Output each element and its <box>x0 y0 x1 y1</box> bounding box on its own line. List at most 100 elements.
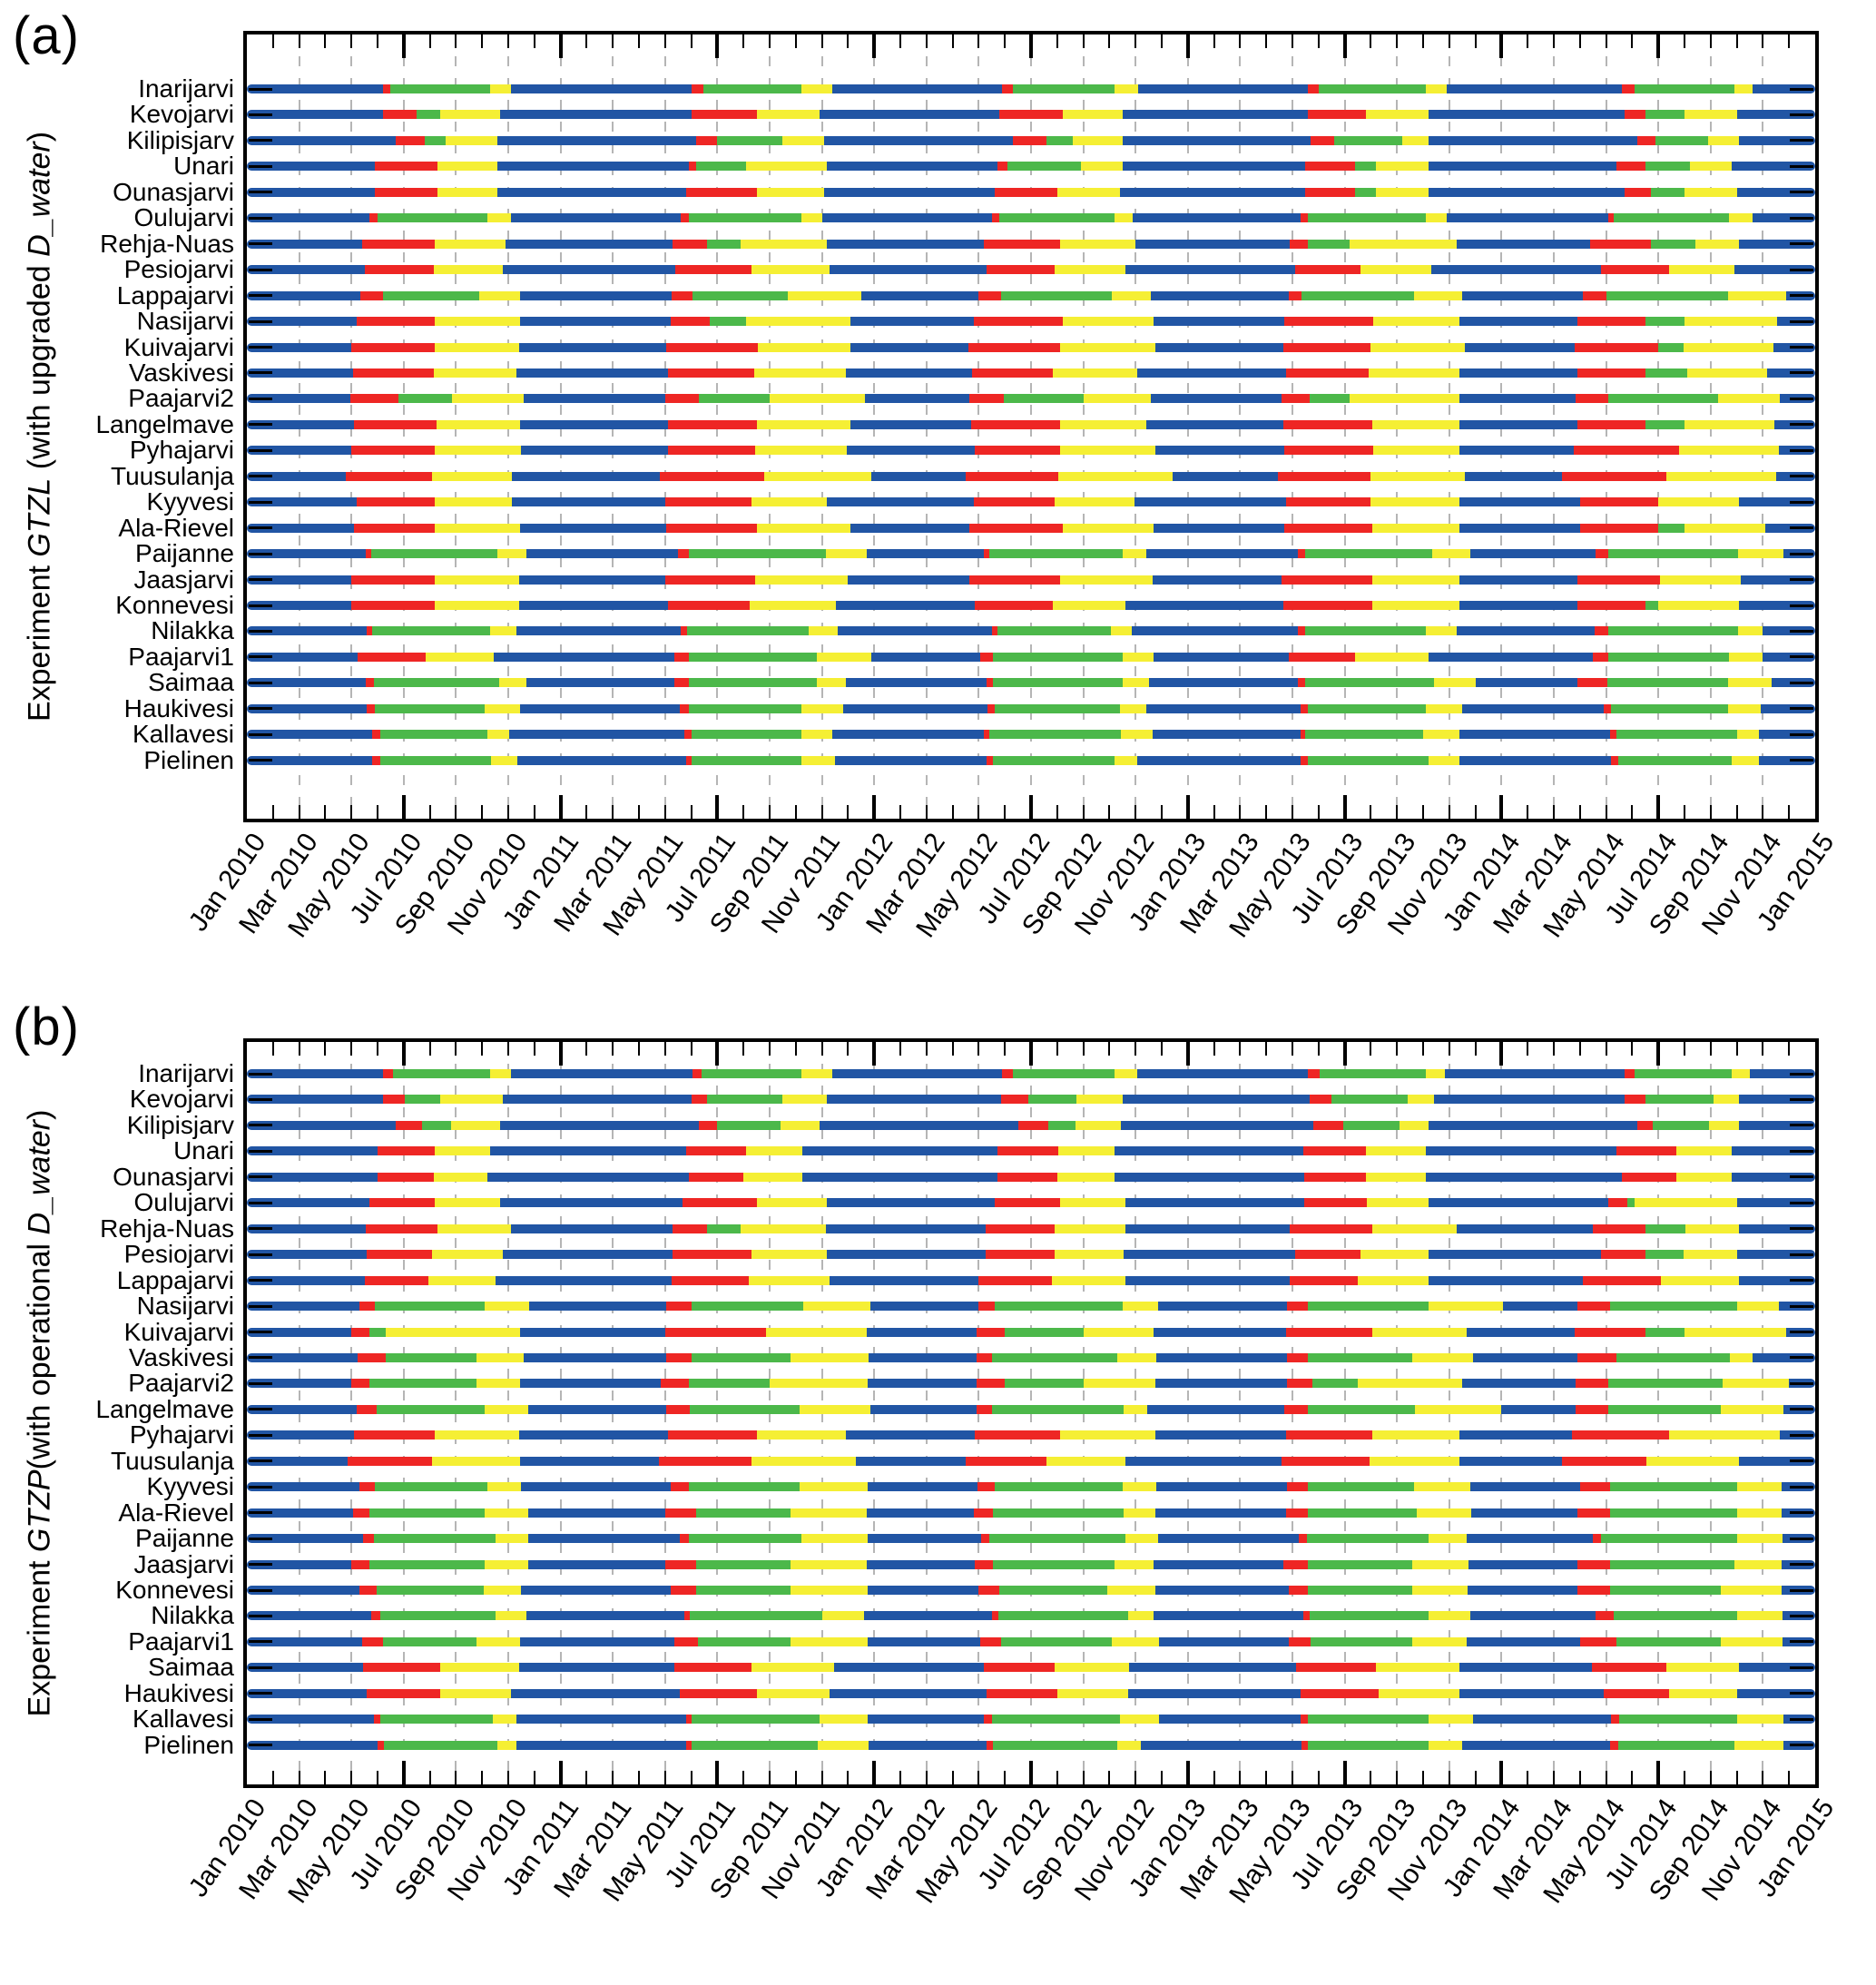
lake-row-label: Unari <box>173 1136 234 1165</box>
bottom-tick-month-13 <box>585 1771 588 1784</box>
segment-r <box>1309 1095 1332 1105</box>
segment-g <box>398 394 453 404</box>
segment-y <box>1731 1069 1750 1078</box>
bottom-tick-month-54 <box>1656 1761 1661 1784</box>
segment-r <box>679 1688 757 1698</box>
segment-r <box>1282 394 1310 404</box>
bottom-tick-month-47 <box>1474 1771 1477 1784</box>
segment-r <box>351 446 436 456</box>
segment-g <box>1028 1095 1077 1105</box>
panel-a-label: (a) <box>13 6 80 65</box>
segment-r <box>984 730 989 740</box>
segment-y <box>1083 1379 1155 1389</box>
bottom-tick-month-38 <box>1239 1771 1242 1784</box>
bottom-tick-month-3 <box>324 1771 327 1784</box>
segment-g <box>384 1740 498 1750</box>
segment-y <box>1379 1688 1460 1698</box>
segment-y <box>1659 575 1741 585</box>
segment-r <box>1600 1250 1645 1260</box>
segment-g <box>1607 678 1728 688</box>
segment-y <box>1718 394 1781 404</box>
segment-y <box>1676 1172 1732 1182</box>
top-tick-month-26 <box>925 1042 928 1056</box>
segment-g <box>706 1223 742 1233</box>
segment-y <box>756 523 851 533</box>
segment-g <box>691 1352 791 1362</box>
bottom-tick-month-28 <box>977 805 980 819</box>
segment-y <box>782 1095 828 1105</box>
segment-r <box>1294 265 1360 275</box>
segment-r <box>1624 1069 1635 1078</box>
segment-r <box>1297 678 1306 688</box>
segment-r <box>359 1302 376 1312</box>
segment-y <box>1121 730 1153 740</box>
segment-y <box>1646 1456 1740 1466</box>
segment-r <box>975 446 1060 456</box>
segment-g <box>1318 84 1426 93</box>
bottom-tick-month-16 <box>663 805 666 819</box>
lake-row-label: Nasijarvi <box>136 307 234 336</box>
top-tick-month-35 <box>1161 34 1163 48</box>
segment-r <box>351 1379 370 1389</box>
segment-y <box>750 601 837 610</box>
segment-y <box>1058 1146 1115 1156</box>
segment-y <box>1371 1327 1467 1337</box>
lake-row-label: Inarijarvi <box>138 1059 234 1087</box>
segment-r <box>975 1430 1060 1440</box>
segment-g <box>994 703 1120 713</box>
segment-r <box>396 1120 422 1130</box>
lake-row-label: Jaasjarvi <box>133 565 234 594</box>
segment-r <box>367 1688 441 1698</box>
bottom-tick-month-21 <box>794 805 797 819</box>
top-tick-month-12 <box>558 1042 563 1066</box>
segment-y <box>755 446 847 456</box>
left-row-tick <box>249 1485 272 1489</box>
segment-y <box>1401 135 1429 145</box>
right-row-tick <box>1790 1175 1813 1179</box>
segment-r <box>664 575 756 585</box>
lake-row-label: Kyyvesi <box>146 1472 234 1501</box>
segment-y <box>1428 1740 1463 1750</box>
lake-row-label: Paijanne <box>135 539 234 568</box>
segment-y <box>1668 1430 1781 1440</box>
segment-y <box>497 1740 516 1750</box>
lake-row-label: Langelmave <box>95 409 234 438</box>
segment-y <box>1370 497 1460 507</box>
bottom-tick-month-39 <box>1265 1771 1268 1784</box>
bottom-tick-month-31 <box>1056 1771 1058 1784</box>
segment-y <box>1373 446 1460 456</box>
segment-r <box>367 1250 433 1260</box>
top-tick-month-27 <box>951 34 954 48</box>
segment-g <box>1046 135 1074 145</box>
segment-r <box>1593 1534 1601 1544</box>
segment-y <box>1730 1352 1753 1362</box>
segment-y <box>489 84 511 93</box>
segment-g <box>1606 290 1728 300</box>
segment-r <box>678 549 689 559</box>
left-row-tick <box>249 1097 272 1101</box>
segment-r <box>997 1146 1059 1156</box>
segment-r <box>981 1534 989 1544</box>
segment-y <box>440 110 501 120</box>
bottom-tick-month-31 <box>1056 805 1058 819</box>
right-row-tick <box>1790 681 1813 684</box>
segment-y <box>1054 1223 1125 1233</box>
segment-g <box>717 1120 781 1130</box>
top-tick-month-40 <box>1292 1042 1293 1056</box>
segment-r <box>994 1198 1060 1208</box>
segment-y <box>1124 1508 1155 1518</box>
right-row-tick <box>1790 87 1813 91</box>
segment-g <box>688 678 817 688</box>
lake-row-label: Vaskivesi <box>128 1342 234 1371</box>
segment-y <box>816 652 872 662</box>
segment-g <box>424 135 446 145</box>
segment-r <box>664 1327 766 1337</box>
segment-y <box>1685 1223 1740 1233</box>
bottom-tick-month-22 <box>820 805 823 819</box>
segment-y <box>818 1740 869 1750</box>
segment-y <box>1119 703 1146 713</box>
segment-y <box>452 394 525 404</box>
segment-y <box>746 317 851 327</box>
segment-y <box>1412 1636 1467 1646</box>
segment-g <box>691 730 801 740</box>
